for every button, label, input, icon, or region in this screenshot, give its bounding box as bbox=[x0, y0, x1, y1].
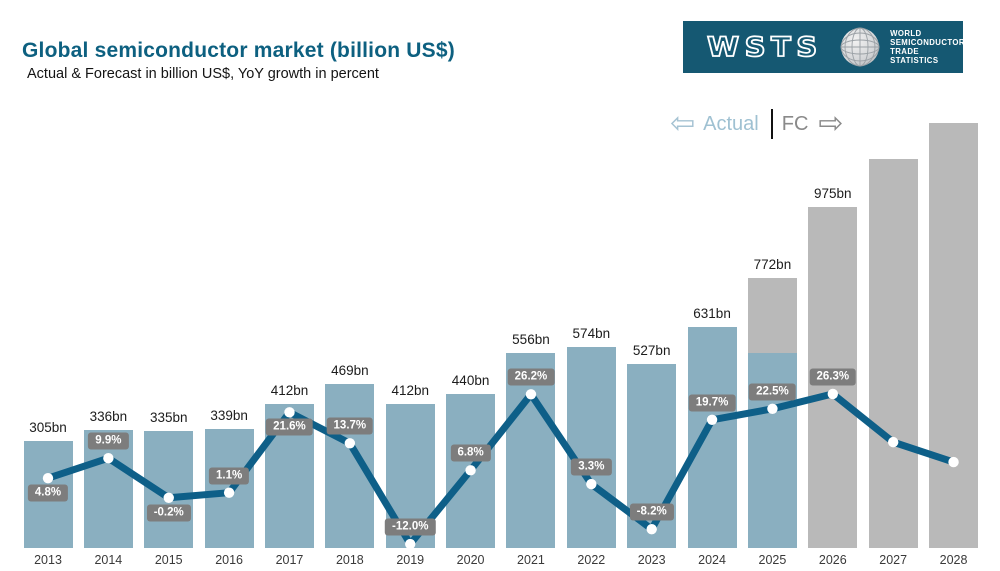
growth-label-pill: -8.2% bbox=[629, 503, 674, 521]
arrow-left-icon: ⇦ bbox=[670, 106, 696, 141]
x-axis-year-label: 2022 bbox=[577, 553, 606, 567]
growth-label-pill: 26.2% bbox=[507, 368, 555, 386]
bar-value-label: 527bn bbox=[632, 342, 671, 358]
x-axis-year-label: 2013 bbox=[34, 553, 62, 567]
page-title: Global semiconductor market (billion US$… bbox=[22, 39, 455, 63]
bar-value-label: 440bn bbox=[451, 373, 490, 388]
growth-label-pill: 22.5% bbox=[749, 383, 796, 401]
logo-org-name: WORLD SEMICONDUCTOR TRADE STATISTICS bbox=[890, 29, 965, 65]
x-axis-year-label: 2027 bbox=[879, 553, 908, 567]
bar-value-label: 772bn bbox=[753, 256, 792, 272]
bar-value-label: 412bn bbox=[270, 382, 309, 398]
wsts-wordmark: WSTS bbox=[706, 31, 823, 63]
growth-label-pill: 9.9% bbox=[88, 432, 129, 450]
bar-value-label: 335bn bbox=[149, 409, 188, 425]
growth-label-pill: -0.2% bbox=[146, 504, 191, 522]
legend-fc-label: FC bbox=[781, 112, 809, 135]
wsts-logo: WSTS WORLD SEMICONDUCTOR TRADE STATISTIC… bbox=[683, 21, 965, 73]
arrow-right-icon: ⇨ bbox=[818, 106, 844, 141]
x-axis-year-label: 2026 bbox=[818, 553, 847, 567]
bar-actual bbox=[506, 353, 556, 548]
bar-value-label: 469bn bbox=[331, 362, 369, 378]
growth-label-pill: 4.8% bbox=[27, 484, 69, 502]
bar-value-label: 631bn bbox=[693, 306, 731, 322]
data-point-marker bbox=[344, 438, 356, 449]
logo-org-line: WORLD bbox=[890, 29, 922, 38]
data-point-marker bbox=[827, 388, 839, 400]
logo-org-line: TRADE STATISTICS bbox=[890, 47, 939, 65]
growth-label-pill: 13.7% bbox=[326, 417, 374, 435]
growth-label-pill: 19.7% bbox=[688, 394, 736, 412]
growth-label-pill: 1.1% bbox=[209, 467, 250, 485]
growth-label-pill: 6.8% bbox=[450, 444, 491, 462]
bar-value-label: 574bn bbox=[572, 326, 611, 342]
bar-value-label: 336bn bbox=[89, 409, 128, 425]
bar-value-label: 556bn bbox=[512, 332, 550, 348]
actual-fc-legend: ⇦ Actual FC ⇨ bbox=[670, 104, 844, 144]
x-axis-year-label: 2014 bbox=[94, 553, 123, 567]
data-point-marker bbox=[465, 465, 476, 476]
x-axis-year-label: 2021 bbox=[517, 553, 545, 567]
bar-actual bbox=[566, 347, 616, 548]
data-point-marker bbox=[767, 403, 778, 414]
bar-actual bbox=[687, 327, 737, 548]
data-point-marker bbox=[887, 436, 899, 448]
data-point-marker bbox=[586, 478, 597, 490]
x-axis-year-label: 2023 bbox=[637, 553, 666, 567]
data-point-marker bbox=[284, 407, 295, 418]
legend-divider bbox=[770, 109, 773, 139]
data-point-marker bbox=[948, 456, 959, 468]
x-axis-year-label: 2015 bbox=[154, 553, 183, 567]
legend-actual-label: Actual bbox=[703, 112, 759, 135]
x-axis-year-label: 2020 bbox=[456, 553, 485, 567]
bar-forecast bbox=[929, 122, 979, 548]
bar-value-label: 305bn bbox=[29, 420, 67, 436]
x-axis-year-label: 2017 bbox=[275, 553, 304, 567]
data-point-marker bbox=[42, 472, 54, 484]
page-subtitle: Actual & Forecast in billion US$, YoY gr… bbox=[27, 66, 379, 82]
x-axis-year-label: 2025 bbox=[758, 553, 787, 567]
data-point-marker bbox=[103, 452, 114, 464]
growth-label-pill: -12.0% bbox=[385, 518, 436, 536]
x-axis-year-label: 2024 bbox=[698, 553, 726, 567]
bar-forecast bbox=[868, 158, 918, 548]
x-axis-year-label: 2018 bbox=[335, 553, 364, 567]
data-point-marker bbox=[163, 492, 174, 503]
data-point-marker bbox=[223, 487, 235, 498]
growth-label-pill: 3.3% bbox=[571, 458, 612, 476]
bar-actual bbox=[83, 430, 133, 548]
growth-label-pill: 26.3% bbox=[809, 368, 857, 386]
growth-label-pill: 21.6% bbox=[266, 418, 313, 436]
yoy-growth-line bbox=[44, 390, 958, 548]
bar-value-label: 339bn bbox=[210, 408, 248, 424]
bar-value-label: 975bn bbox=[814, 185, 852, 201]
data-point-marker bbox=[525, 389, 537, 400]
data-point-marker bbox=[706, 414, 718, 425]
data-point-marker bbox=[405, 538, 416, 550]
x-axis-year-label: 2016 bbox=[215, 553, 244, 567]
bar-value-label: 412bn bbox=[391, 382, 429, 398]
logo-org-line: SEMICONDUCTOR bbox=[890, 38, 965, 47]
globe-icon bbox=[840, 27, 880, 67]
x-axis-year-label: 2019 bbox=[396, 553, 425, 567]
data-point-marker bbox=[646, 523, 657, 535]
x-axis-year-label: 2028 bbox=[939, 553, 968, 567]
